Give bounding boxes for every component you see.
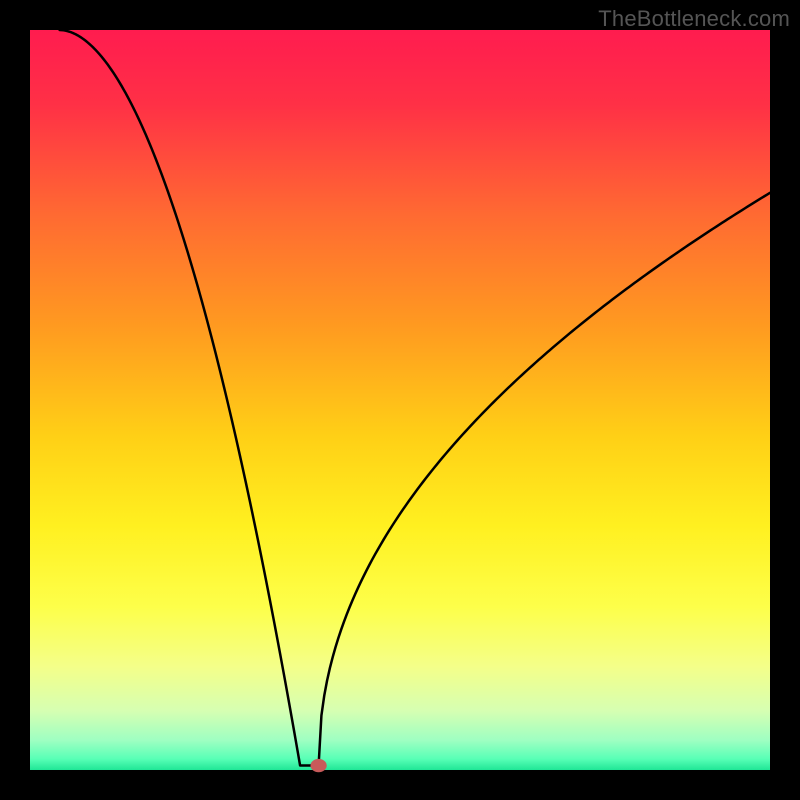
watermark-text: TheBottleneck.com <box>598 6 790 32</box>
bottleneck-chart <box>0 0 800 800</box>
chart-frame: TheBottleneck.com <box>0 0 800 800</box>
optimum-marker <box>310 759 326 772</box>
plot-background <box>30 30 770 770</box>
